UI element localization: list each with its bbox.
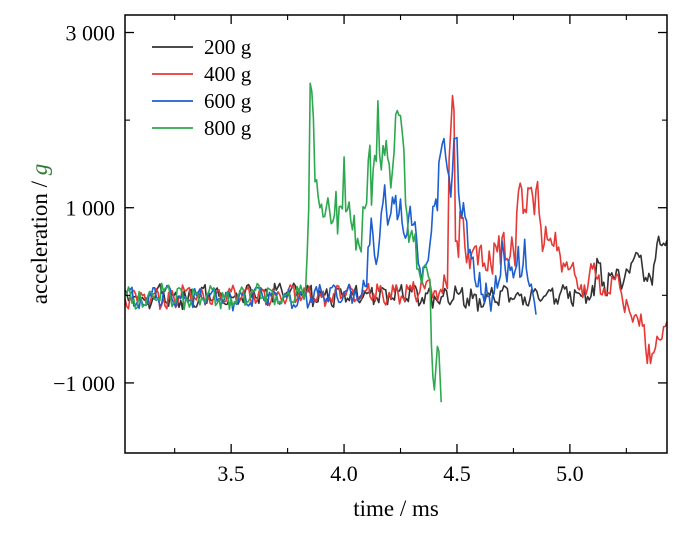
series-600g	[124, 136, 537, 315]
legend-item: 600 g	[152, 89, 252, 113]
series-layer	[124, 82, 668, 403]
legend-label: 200 g	[204, 35, 252, 59]
x-tick-label: 4.5	[443, 461, 471, 486]
y-tick-label: −1 000	[53, 371, 115, 396]
tick-layer: 3.5 4.0 4.5 5.0 −1 000 1 000 3 000	[53, 15, 667, 486]
legend-item: 800 g	[152, 116, 252, 140]
x-tick-label: 4.0	[330, 461, 358, 486]
y-tick-label: 3 000	[66, 21, 116, 46]
legend: 200 g 400 g 600 g 800 g	[152, 35, 252, 140]
series-line-800g	[124, 82, 442, 403]
series-200g	[124, 235, 668, 312]
legend-item: 400 g	[152, 62, 252, 86]
y-tick-label: 1 000	[66, 196, 116, 221]
x-tick-label: 5.0	[556, 461, 584, 486]
y-axis-title-unit: g	[27, 164, 52, 176]
series-line-600g	[124, 136, 537, 315]
legend-item: 200 g	[152, 35, 252, 59]
y-axis-title-text: acceleration /	[27, 175, 52, 304]
series-line-400g	[124, 94, 668, 365]
series-800g	[124, 82, 442, 403]
plot-frame	[124, 14, 668, 454]
y-axis-title: acceleration / g	[27, 164, 52, 304]
x-tick-label: 3.5	[217, 461, 245, 486]
series-line-200g	[124, 235, 668, 312]
legend-label: 600 g	[204, 89, 252, 113]
legend-label: 400 g	[204, 62, 252, 86]
series-400g	[124, 94, 668, 365]
legend-label: 800 g	[204, 116, 252, 140]
x-axis-title: time / ms	[353, 496, 439, 521]
